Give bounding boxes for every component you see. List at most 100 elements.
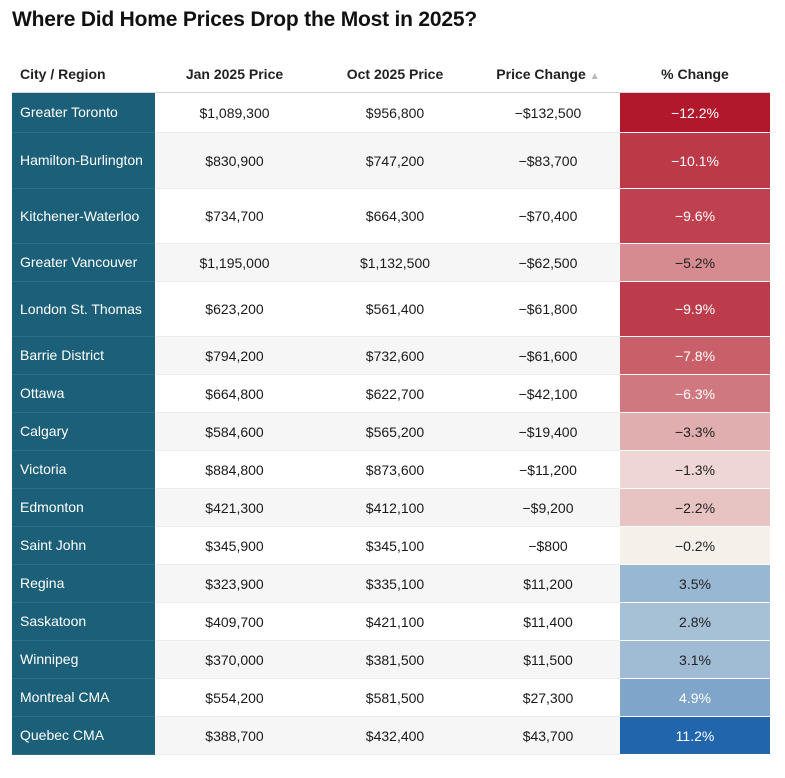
row-pct-change: −10.1% — [620, 133, 770, 189]
table-row: Quebec CMA $388,700 $432,400 $43,700 11.2% — [12, 717, 770, 755]
row-pct-change: 4.9% — [620, 679, 770, 717]
row-pct-change: −5.2% — [620, 244, 770, 282]
row-oct-price: $581,500 — [314, 679, 476, 717]
row-jan-price: $345,900 — [155, 527, 314, 565]
row-price-change: $11,200 — [476, 565, 620, 603]
row-price-change: −$70,400 — [476, 189, 620, 244]
row-oct-price: $432,400 — [314, 717, 476, 755]
row-price-change: −$61,800 — [476, 282, 620, 337]
row-city: Calgary — [12, 413, 155, 451]
row-price-change: −$19,400 — [476, 413, 620, 451]
row-jan-price: $1,089,300 — [155, 93, 314, 133]
row-city: Greater Vancouver — [12, 244, 155, 282]
row-price-change: −$132,500 — [476, 93, 620, 133]
table-body: Greater Toronto $1,089,300 $956,800 −$132,5… — [12, 93, 770, 755]
row-jan-price: $884,800 — [155, 451, 314, 489]
row-price-change: −$61,600 — [476, 337, 620, 375]
table-row: Saskatoon $409,700 $421,100 $11,400 2.8% — [12, 603, 770, 641]
header-oct-price[interactable]: Oct 2025 Price — [346, 66, 444, 82]
row-oct-price: $664,300 — [314, 189, 476, 244]
row-pct-change: −6.3% — [620, 375, 770, 413]
header-jan-price[interactable]: Jan 2025 Price — [185, 66, 284, 82]
table-row: Hamilton-Burlington $830,900 $747,200 −$83,… — [12, 133, 770, 189]
row-oct-price: $335,100 — [314, 565, 476, 603]
row-jan-price: $734,700 — [155, 189, 314, 244]
row-jan-price: $388,700 — [155, 717, 314, 755]
row-price-change: −$83,700 — [476, 133, 620, 189]
row-oct-price: $345,100 — [314, 527, 476, 565]
row-jan-price: $664,800 — [155, 375, 314, 413]
row-oct-price: $565,200 — [314, 413, 476, 451]
table-row: Victoria $884,800 $873,600 −$11,200 −1.3% — [12, 451, 770, 489]
row-pct-change: −9.9% — [620, 282, 770, 337]
row-oct-price: $381,500 — [314, 641, 476, 679]
row-price-change: −$11,200 — [476, 451, 620, 489]
row-jan-price: $623,200 — [155, 282, 314, 337]
row-oct-price: $1,132,500 — [314, 244, 476, 282]
row-jan-price: $1,195,000 — [155, 244, 314, 282]
row-oct-price: $421,100 — [314, 603, 476, 641]
row-city: Edmonton — [12, 489, 155, 527]
row-price-change: $43,700 — [476, 717, 620, 755]
row-oct-price: $747,200 — [314, 133, 476, 189]
row-price-change: −$800 — [476, 527, 620, 565]
table-row: Saint John $345,900 $345,100 −$800 −0.2% — [12, 527, 770, 565]
row-pct-change: −12.2% — [620, 93, 770, 133]
table-header: City / Region Jan 2025 Price Oct 2025 Pr… — [12, 56, 770, 93]
row-oct-price: $561,400 — [314, 282, 476, 337]
row-price-change: −$42,100 — [476, 375, 620, 413]
row-jan-price: $323,900 — [155, 565, 314, 603]
row-pct-change: −3.3% — [620, 413, 770, 451]
table-row: Barrie District $794,200 $732,600 −$61,600−… — [12, 337, 770, 375]
row-city: Kitchener-Waterloo — [12, 189, 155, 244]
row-jan-price: $554,200 — [155, 679, 314, 717]
row-oct-price: $873,600 — [314, 451, 476, 489]
row-jan-price: $830,900 — [155, 133, 314, 189]
row-city: Greater Toronto — [12, 93, 155, 133]
row-price-change: −$62,500 — [476, 244, 620, 282]
row-city: Saint John — [12, 527, 155, 565]
row-city: Saskatoon — [12, 603, 155, 641]
row-jan-price: $409,700 — [155, 603, 314, 641]
row-jan-price: $584,600 — [155, 413, 314, 451]
header-pct-change[interactable]: % Change — [661, 66, 729, 82]
table-row: Regina $323,900 $335,100 $11,200 3.5% — [12, 565, 770, 603]
table-row: Greater Toronto $1,089,300 $956,800 −$132,5… — [12, 93, 770, 133]
row-city: Barrie District — [12, 337, 155, 375]
row-price-change: $11,500 — [476, 641, 620, 679]
row-city: Hamilton-Burlington — [12, 133, 155, 189]
row-city: Ottawa — [12, 375, 155, 413]
row-oct-price: $412,100 — [314, 489, 476, 527]
table-row: Ottawa $664,800 $622,700 −$42,100 −6.3% — [12, 375, 770, 413]
price-table: City / Region Jan 2025 Price Oct 2025 Pr… — [12, 56, 770, 755]
header-price-change[interactable]: Price Change ▲ — [476, 66, 620, 82]
table-row: Kitchener-Waterloo $734,700 $664,300 −$70,4… — [12, 189, 770, 244]
row-oct-price: $956,800 — [314, 93, 476, 133]
row-pct-change: −9.6% — [620, 189, 770, 244]
row-city: Montreal CMA — [12, 679, 155, 717]
row-jan-price: $794,200 — [155, 337, 314, 375]
row-oct-price: $732,600 — [314, 337, 476, 375]
table-row: London St. Thomas $623,200 $561,400 −$61,80… — [12, 282, 770, 337]
table-row: Calgary $584,600 $565,200 −$19,400 −3.3% — [12, 413, 770, 451]
row-pct-change: −0.2% — [620, 527, 770, 565]
row-pct-change: −2.2% — [620, 489, 770, 527]
row-oct-price: $622,700 — [314, 375, 476, 413]
header-city[interactable]: City / Region — [20, 66, 106, 82]
row-city: Victoria — [12, 451, 155, 489]
row-jan-price: $370,000 — [155, 641, 314, 679]
sort-ascending-icon[interactable]: ▲ — [589, 71, 600, 82]
table-row: Montreal CMA $554,200 $581,500 $27,300 4.9% — [12, 679, 770, 717]
row-jan-price: $421,300 — [155, 489, 314, 527]
row-pct-change: 2.8% — [620, 603, 770, 641]
row-city: Quebec CMA — [12, 717, 155, 755]
page-title: Where Did Home Prices Drop the Most in 2… — [12, 8, 477, 31]
row-city: Regina — [12, 565, 155, 603]
row-price-change: −$9,200 — [476, 489, 620, 527]
row-price-change: $27,300 — [476, 679, 620, 717]
table-row: Greater Vancouver $1,195,000 $1,132,500 −$6… — [12, 244, 770, 282]
row-pct-change: −1.3% — [620, 451, 770, 489]
row-pct-change: 3.1% — [620, 641, 770, 679]
row-pct-change: −7.8% — [620, 337, 770, 375]
row-city: London St. Thomas — [12, 282, 155, 337]
